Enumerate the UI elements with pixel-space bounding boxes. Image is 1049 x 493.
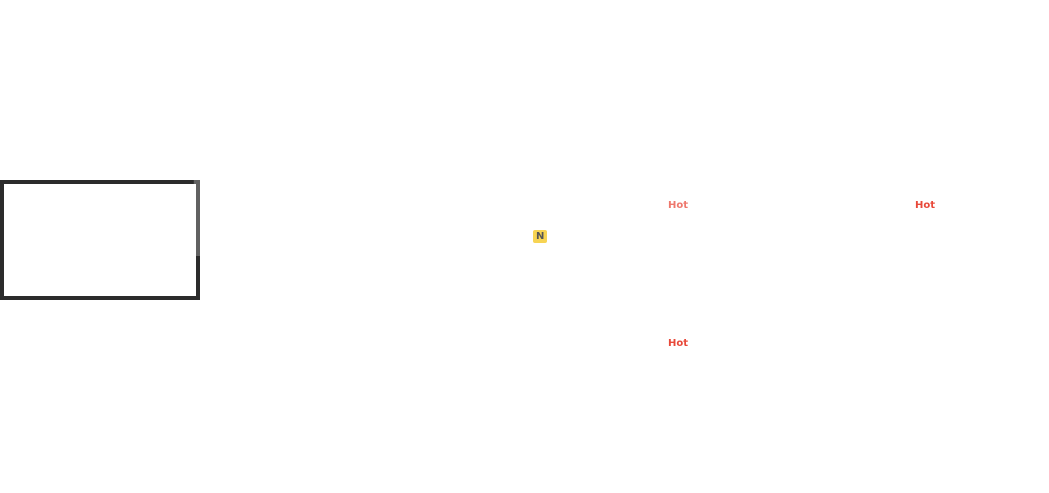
tile-name: 의료기기	[443, 132, 499, 150]
tile-name: 5G/6G	[701, 76, 749, 94]
tile-change: -7.39%	[821, 100, 876, 118]
treemap-tile[interactable]: 제약/바이오 -7.95%	[907, 0, 1049, 194]
tile-name: 자율주행	[338, 416, 394, 435]
treemap-tile[interactable]: 로봇 -6.31%	[414, 0, 528, 78]
tile-name: 화장품	[573, 136, 615, 155]
treemap-tile[interactable]: 전기차 부품 +7.24%	[0, 300, 200, 404]
hot-badge: Hot	[912, 199, 939, 212]
treemap-tile[interactable]: Hot 조선기자재 -9.41%	[907, 194, 1049, 493]
tile-change: -6.85%	[567, 48, 621, 66]
tile-name: 음식료	[79, 219, 121, 237]
tile-name: NFT(대체불가능토큰)	[214, 84, 304, 126]
treemap-tile[interactable]: 의료기기	[414, 108, 528, 174]
treemap-tile[interactable]: SI(시스템통합)	[414, 406, 528, 493]
tile-name: 강관/가스관	[556, 24, 632, 42]
treemap-tile[interactable]: AI(엔비디아) -6.64%	[414, 296, 528, 406]
tile-name: 원자력	[762, 242, 805, 260]
treemap-tile[interactable]: 강관/가스관 -6.85%	[528, 0, 660, 90]
tile-change: -7.1%	[572, 300, 616, 319]
treemap-tile[interactable]	[318, 326, 414, 335]
treemap-tile[interactable]: 화장품 -7.02%	[528, 90, 660, 225]
tile-change: +6.04%	[228, 132, 290, 150]
tile-name: AI(인공지능)	[430, 214, 512, 232]
treemap-tile[interactable]: AI(인공지능) -6.56%	[414, 174, 528, 296]
treemap-tile[interactable]: N 수소충전소 -7.1%	[528, 225, 660, 370]
tile-change: +7.01%	[69, 451, 131, 470]
tile-name: 제약/바이오	[940, 76, 1016, 94]
tile-change: -8.21%	[756, 266, 811, 284]
tile-change: -9.41%	[951, 346, 1005, 365]
tile-name: 로봇	[457, 18, 485, 36]
tile-change: -7.95%	[951, 100, 1005, 118]
tile-name: 피팅/밸브	[563, 410, 625, 429]
tile-change: -7.02%	[567, 160, 621, 179]
treemap-tile[interactable]: 5G/6G -7.2%	[660, 0, 790, 194]
hot-badge: Hot	[665, 337, 692, 350]
tile-change: +8.87%	[69, 93, 131, 111]
tile-name: DDR5	[344, 128, 388, 146]
tile-name: D램	[246, 345, 272, 364]
tile-change: -7.2%	[703, 100, 747, 118]
tile-name: 방산	[352, 349, 380, 368]
treemap-tile[interactable]: 자율주행 -6.22%	[318, 382, 414, 493]
tile-change: +7.24%	[69, 355, 131, 373]
treemap-tile[interactable]: 건강기능식품	[200, 0, 318, 56]
tile-change: -6.56%	[444, 238, 498, 256]
treemap-tile[interactable]: VR(가상현실)	[200, 192, 318, 240]
treemap-tile[interactable]: 방산	[318, 335, 414, 382]
tile-name: VR(가상현실)	[215, 207, 303, 225]
treemap-tile[interactable]: 비료 +8.87%	[0, 0, 200, 180]
tile-change: -4.97%	[339, 152, 393, 170]
tile-change: -3.46%	[232, 369, 286, 388]
new-badge: N	[533, 230, 548, 243]
treemap-tile[interactable]	[318, 298, 414, 326]
treemap-tile[interactable]	[414, 78, 528, 108]
treemap-tile[interactable]: 음식료 +7.56%	[0, 180, 200, 300]
tile-name: AI(엔비디아)	[430, 330, 512, 348]
hot-badge: Hot	[665, 199, 692, 212]
tile-name: 조선기자재	[943, 322, 1013, 341]
treemap-tile[interactable]: Hot 원자력 -8.21%	[660, 194, 907, 332]
treemap-tile[interactable]: 피팅/밸브 -7.16%	[528, 370, 660, 493]
treemap-tile[interactable]: 엔터테인먼트 -7.39%	[790, 0, 907, 194]
treemap-tile[interactable]: D램 -3.46%	[200, 240, 318, 493]
tile-change: -9.22%	[756, 415, 811, 434]
tile-change: -6.64%	[444, 354, 498, 372]
tile-change: -6.22%	[339, 440, 393, 459]
treemap-tile[interactable]: DDR5 -4.97%	[318, 0, 414, 298]
tile-name: 비료	[86, 69, 114, 87]
treemap-tile[interactable]	[200, 178, 318, 192]
treemap-tile[interactable]: 자동차 부품 +7.01%	[0, 404, 200, 493]
treemap-tile[interactable]: Hot 메타버스 -9.22%	[660, 332, 907, 493]
tile-name: 수소충전소	[559, 276, 629, 295]
tile-change: -7.16%	[567, 434, 621, 453]
tile-name: 자동차 부품	[63, 427, 137, 446]
treemap-tile[interactable]: NFT(대체불가능토큰) +6.04%	[200, 56, 318, 178]
tile-change: +7.56%	[69, 243, 131, 261]
tile-name: 메타버스	[755, 391, 812, 410]
tile-name: SI(시스템통합)	[423, 440, 519, 459]
tile-name: 건강기능식품	[217, 19, 301, 37]
tile-name: 전기차 부품	[63, 331, 137, 349]
tile-change: -6.31%	[444, 42, 498, 60]
tile-name: 엔터테인먼트	[807, 76, 890, 94]
